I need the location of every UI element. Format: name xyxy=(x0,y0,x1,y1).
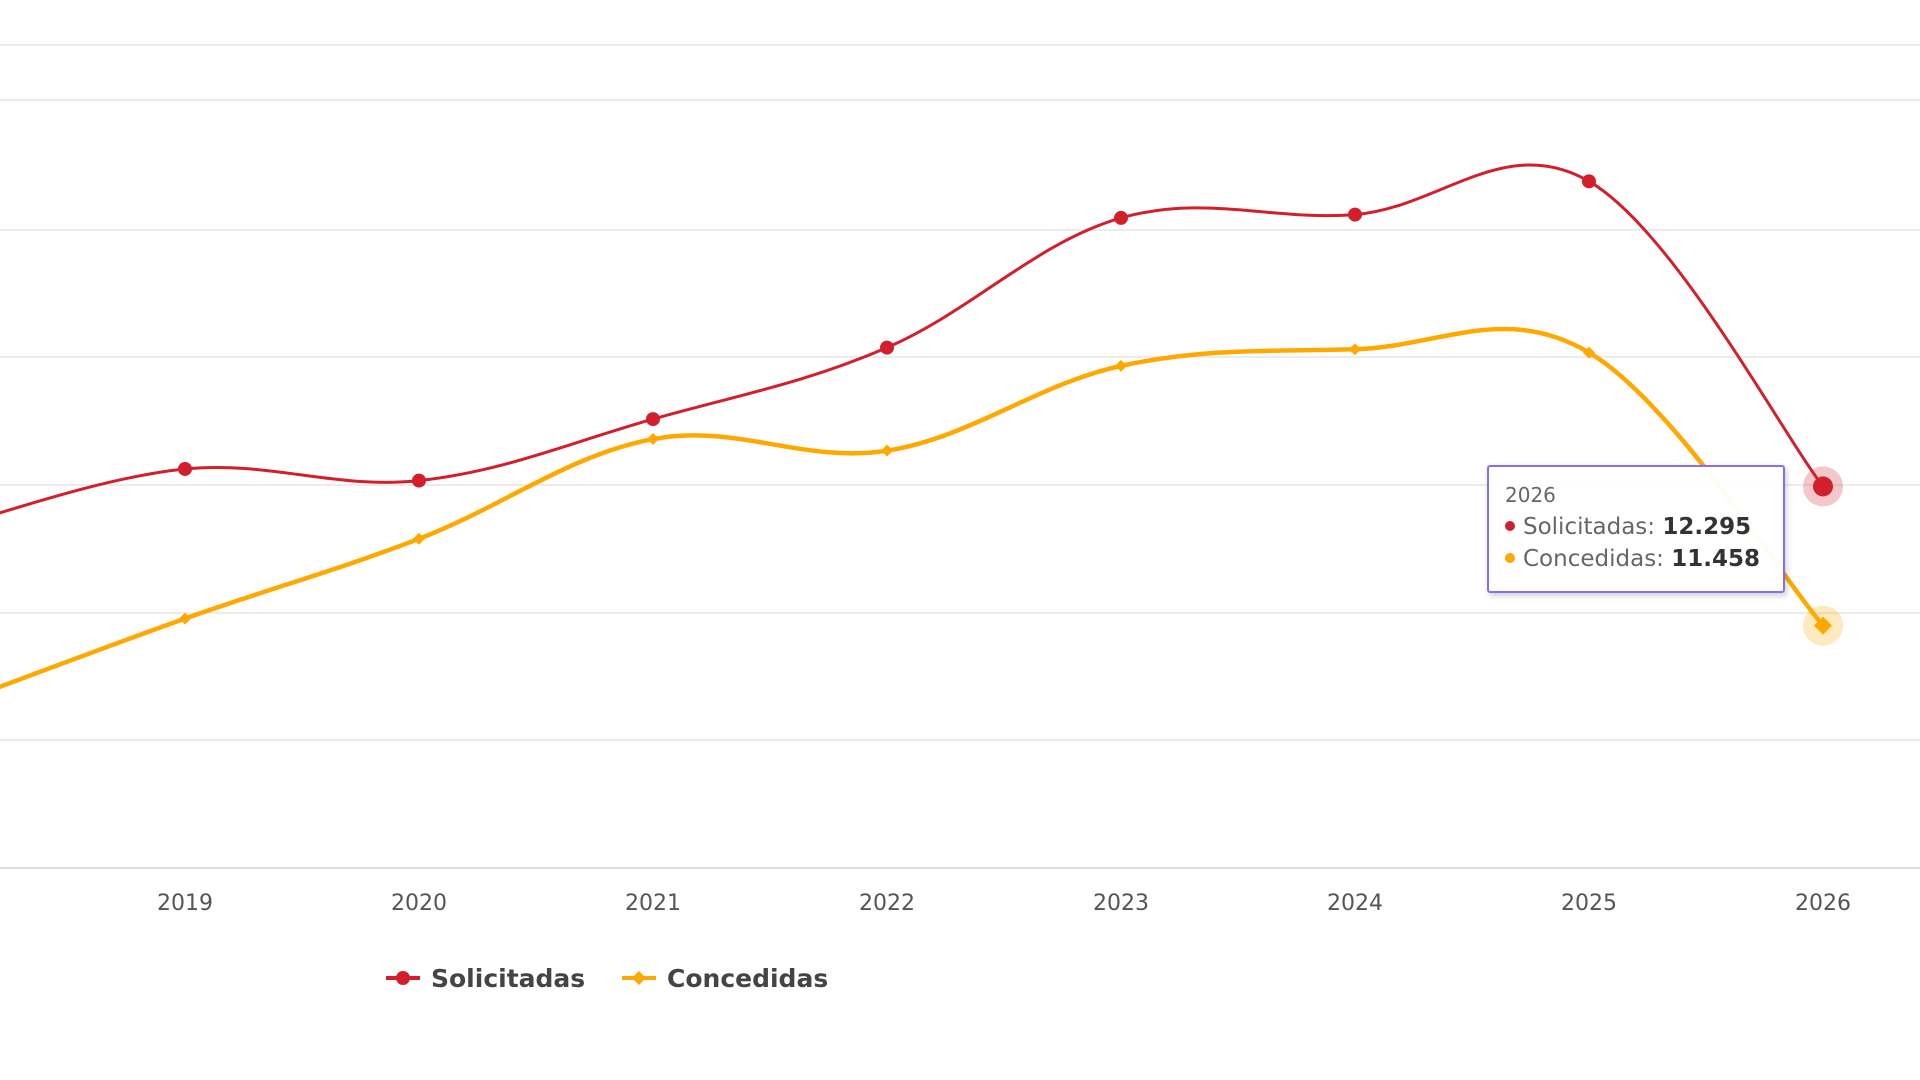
tooltip-series-value: 12.295 xyxy=(1662,514,1752,540)
data-point-concedidas xyxy=(1115,359,1127,372)
data-point-solicitadas xyxy=(1114,210,1128,225)
grid-lines xyxy=(0,44,1920,741)
legend: Solicitadas Concedidas xyxy=(386,964,828,993)
x-tick-label: 2024 xyxy=(1327,891,1383,916)
legend-marker-solicitadas-icon xyxy=(396,971,410,985)
x-tick-label: 2026 xyxy=(1795,891,1851,916)
data-point-solicitadas xyxy=(646,412,660,427)
tooltip-series-value: 11.458 xyxy=(1671,546,1760,572)
series-line-solicitadas xyxy=(0,163,1825,515)
tooltip-row-solicitadas: Solicitadas: 12.295 xyxy=(1505,511,1767,543)
series-markers xyxy=(178,174,1843,646)
legend-label-concedidas: Concedidas xyxy=(667,964,828,993)
data-point-concedidas xyxy=(647,433,659,446)
data-point-solicitadas xyxy=(1582,174,1596,189)
x-tick-label: 2022 xyxy=(859,891,915,916)
tooltip-dot-solicitadas-icon xyxy=(1505,520,1515,531)
legend-label-solicitadas: Solicitadas xyxy=(431,964,585,993)
data-point-concedidas xyxy=(881,444,893,457)
tooltip: 2026 Solicitadas: 12.295 Concedidas: 11.… xyxy=(1487,465,1785,593)
tooltip-category: 2026 xyxy=(1505,483,1556,507)
x-tick-label: 2025 xyxy=(1561,891,1617,916)
legend-marker-concedidas-icon xyxy=(632,971,646,985)
tooltip-series-name: Solicitadas xyxy=(1523,514,1648,540)
x-axis: 2019 2020 2021 2022 2023 2024 2025 2026 xyxy=(0,867,1920,916)
data-point-concedidas xyxy=(413,532,425,545)
x-tick-label: 2020 xyxy=(391,891,447,916)
data-point-solicitadas xyxy=(412,473,426,488)
data-point-solicitadas xyxy=(178,461,192,476)
x-tick-label: 2021 xyxy=(625,891,681,916)
data-point-concedidas xyxy=(179,612,191,625)
data-point-concedidas xyxy=(1349,343,1361,356)
x-tick-label: 2023 xyxy=(1093,891,1149,916)
tooltip-row-concedidas: Concedidas: 11.458 xyxy=(1505,543,1767,575)
data-point-concedidas xyxy=(1814,616,1832,635)
data-point-solicitadas xyxy=(880,340,894,355)
series-lines xyxy=(0,163,1826,690)
data-point-concedidas xyxy=(1583,346,1595,359)
tooltip-dot-concedidas-icon xyxy=(1505,552,1515,563)
data-point-solicitadas xyxy=(1813,476,1833,497)
series-line-concedidas xyxy=(0,326,1826,690)
data-point-solicitadas xyxy=(1348,207,1362,222)
tooltip-series-name: Concedidas xyxy=(1523,546,1657,572)
x-tick-label: 2019 xyxy=(157,891,213,916)
